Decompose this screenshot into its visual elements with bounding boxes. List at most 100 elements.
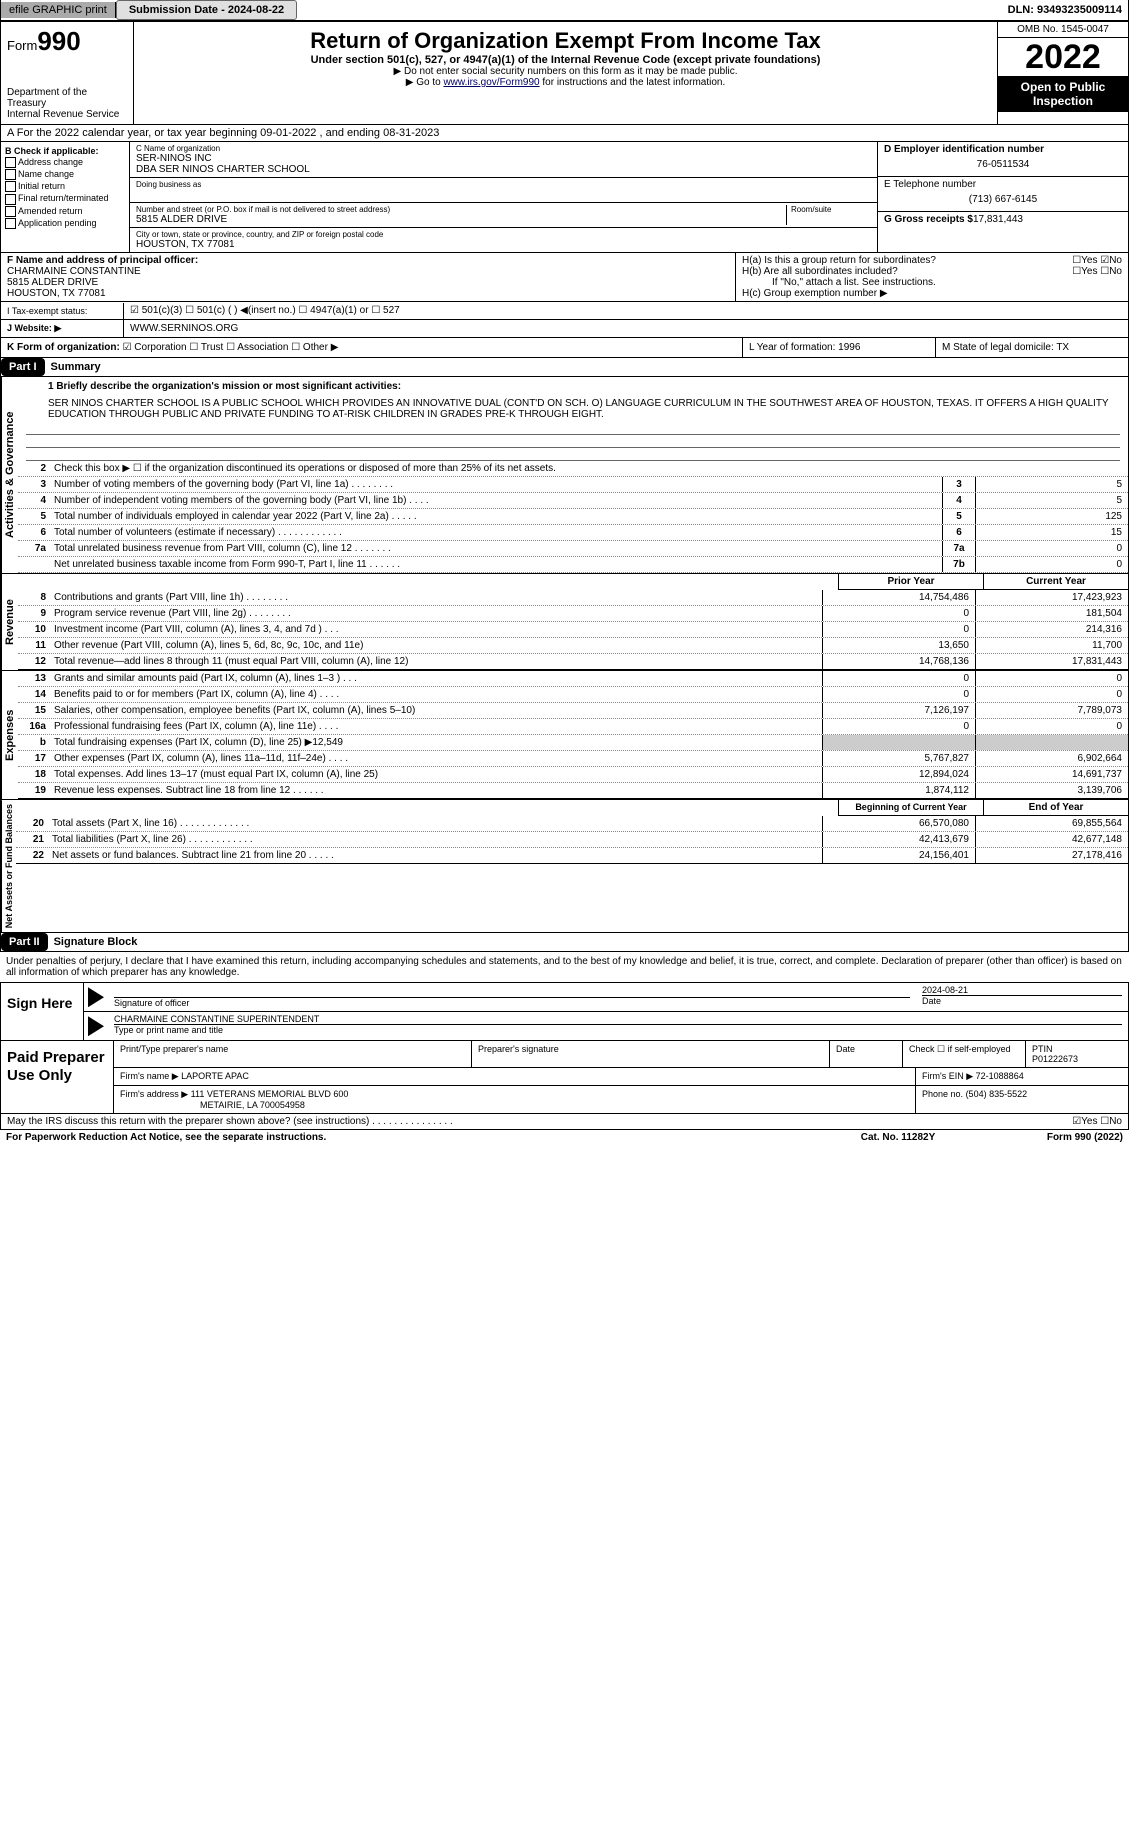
table-row: 12Total revenue—add lines 8 through 11 (… [18, 654, 1128, 670]
arrow-icon [88, 987, 104, 1007]
table-row: 6Total number of volunteers (estimate if… [18, 525, 1128, 541]
discuss-row: May the IRS discuss this return with the… [0, 1114, 1129, 1130]
table-row: 4Number of independent voting members of… [18, 493, 1128, 509]
arrow-icon [88, 1016, 104, 1036]
expenses-section: Expenses 13Grants and similar amounts pa… [0, 671, 1129, 800]
table-row: 8Contributions and grants (Part VIII, li… [18, 590, 1128, 606]
officer-addr2: HOUSTON, TX 77081 [7, 288, 729, 299]
table-row: 13Grants and similar amounts paid (Part … [18, 671, 1128, 687]
website-row: J Website: ▶ WWW.SERNINOS.ORG [0, 320, 1129, 338]
table-row: 20Total assets (Part X, line 16) . . . .… [16, 816, 1128, 832]
footer: For Paperwork Reduction Act Notice, see … [0, 1130, 1129, 1145]
form-subtitle: Under section 501(c), 527, or 4947(a)(1)… [140, 54, 991, 66]
table-row: bTotal fundraising expenses (Part IX, co… [18, 735, 1128, 751]
table-row: 14Benefits paid to or for members (Part … [18, 687, 1128, 703]
form-title: Return of Organization Exempt From Incom… [140, 28, 991, 54]
mission-text: SER NINOS CHARTER SCHOOL IS A PUBLIC SCH… [18, 394, 1128, 422]
line2: Check this box ▶ ☐ if the organization d… [50, 461, 1128, 476]
section-b: B Check if applicable: Address change Na… [0, 142, 1129, 253]
prep-date-hdr: Date [830, 1041, 903, 1067]
top-bar: efile GRAPHIC print Submission Date - 20… [0, 0, 1129, 21]
table-row: 22Net assets or fund balances. Subtract … [16, 848, 1128, 864]
chk-pending[interactable]: Application pending [5, 218, 125, 229]
h-a-answer: ☐Yes ☑No [1072, 255, 1122, 266]
revenue-section: Revenue Prior YearCurrent Year 8Contribu… [0, 574, 1129, 671]
chk-name[interactable]: Name change [5, 169, 125, 180]
row-f-h: F Name and address of principal officer:… [0, 253, 1129, 302]
table-row: 21Total liabilities (Part X, line 26) . … [16, 832, 1128, 848]
address-cell: Number and street (or P.O. box if mail i… [130, 203, 877, 228]
period-row: A For the 2022 calendar year, or tax yea… [0, 125, 1129, 142]
note-link: ▶ Go to www.irs.gov/Form990 for instruct… [140, 77, 991, 88]
form-header: Form990 Department of the Treasury Inter… [0, 21, 1129, 125]
prep-ptin: PTINP01222673 [1026, 1041, 1128, 1067]
tel-cell: E Telephone number(713) 667-6145 [878, 177, 1128, 212]
prep-sig-hdr: Preparer's signature [472, 1041, 830, 1067]
chk-amended[interactable]: Amended return [5, 206, 125, 217]
table-row: 11Other revenue (Part VIII, column (A), … [18, 638, 1128, 654]
h-a-label: H(a) Is this a group return for subordin… [742, 255, 1072, 266]
activities-governance: Activities & Governance 1 Briefly descri… [0, 377, 1129, 574]
table-row: 15Salaries, other compensation, employee… [18, 703, 1128, 719]
h-c-label: H(c) Group exemption number ▶ [742, 288, 1122, 299]
part2-header: Part II Signature Block [0, 933, 1129, 952]
officer-label: F Name and address of principal officer: [7, 255, 729, 266]
table-row: 16aProfessional fundraising fees (Part I… [18, 719, 1128, 735]
irs-label: Internal Revenue Service [7, 109, 127, 120]
table-row: 9Program service revenue (Part VIII, lin… [18, 606, 1128, 622]
sign-block: Sign Here Signature of officer 2024-08-2… [0, 982, 1129, 1041]
table-row: 7aTotal unrelated business revenue from … [18, 541, 1128, 557]
line1-label: 1 Briefly describe the organization's mi… [18, 377, 1128, 394]
efile-label: efile GRAPHIC print [1, 2, 116, 18]
tax-status-row: I Tax-exempt status: ☑ 501(c)(3) ☐ 501(c… [0, 302, 1129, 320]
ein-cell: D Employer identification number76-05115… [878, 142, 1128, 177]
tax-year: 2022 [998, 38, 1128, 76]
table-row: Net unrelated business taxable income fr… [18, 557, 1128, 573]
table-row: 10Investment income (Part VIII, column (… [18, 622, 1128, 638]
tax-status-opts: ☑ 501(c)(3) ☐ 501(c) ( ) ◀(insert no.) ☐… [124, 302, 406, 319]
officer-name: CHARMAINE CONSTANTINE [7, 266, 729, 277]
paid-preparer-block: Paid Preparer Use Only Print/Type prepar… [0, 1041, 1129, 1114]
dept-label: Department of the Treasury [7, 87, 127, 109]
prep-name-hdr: Print/Type preparer's name [114, 1041, 472, 1067]
year-formation: L Year of formation: 1996 [742, 338, 935, 357]
open-public-badge: Open to Public Inspection [998, 76, 1128, 112]
part1-header: Part I Summary [0, 358, 1129, 377]
state-domicile: M State of legal domicile: TX [935, 338, 1128, 357]
table-row: 3Number of voting members of the governi… [18, 477, 1128, 493]
table-row: 18Total expenses. Add lines 13–17 (must … [18, 767, 1128, 783]
sig-date: 2024-08-21Date [916, 983, 1128, 1011]
check-b-label: B Check if applicable: [5, 146, 125, 156]
org-name-cell: C Name of organization SER-NINOS INC DBA… [130, 142, 877, 178]
firm-phone: Phone no. (504) 835-5522 [916, 1086, 1128, 1113]
form-number: Form990 [7, 26, 127, 57]
chk-address[interactable]: Address change [5, 157, 125, 168]
table-row: 5Total number of individuals employed in… [18, 509, 1128, 525]
firm-name: Firm's name ▶ LAPORTE APAC [114, 1068, 916, 1085]
k-row: K Form of organization: ☑ Corporation ☐ … [0, 338, 1129, 358]
table-row: 17Other expenses (Part IX, column (A), l… [18, 751, 1128, 767]
h-b-answer: ☐Yes ☐No [1072, 266, 1122, 277]
h-b-note: If "No," attach a list. See instructions… [742, 277, 1122, 288]
firm-addr: Firm's address ▶ 111 VETERANS MEMORIAL B… [114, 1086, 916, 1113]
h-b-label: H(b) Are all subordinates included? [742, 266, 1072, 277]
submission-date-button[interactable]: Submission Date - 2024-08-22 [116, 0, 297, 20]
omb-number: OMB No. 1545-0047 [998, 22, 1128, 38]
discuss-answer: ☑Yes ☐No [1072, 1116, 1122, 1127]
table-row: 19Revenue less expenses. Subtract line 1… [18, 783, 1128, 799]
sig-name: CHARMAINE CONSTANTINE SUPERINTENDENTType… [108, 1012, 1128, 1040]
chk-initial[interactable]: Initial return [5, 181, 125, 192]
irs-link[interactable]: www.irs.gov/Form990 [443, 77, 539, 88]
firm-ein: Firm's EIN ▶ 72-1088864 [916, 1068, 1128, 1085]
penalty-text: Under penalties of perjury, I declare th… [0, 952, 1129, 982]
sig-officer: Signature of officer [108, 983, 916, 1011]
chk-final[interactable]: Final return/terminated [5, 193, 125, 204]
officer-addr1: 5815 ALDER DRIVE [7, 277, 729, 288]
dln-label: DLN: 93493235009114 [1008, 4, 1128, 16]
city-cell: City or town, state or province, country… [130, 228, 877, 252]
note-ssn: ▶ Do not enter social security numbers o… [140, 66, 991, 77]
gross-cell: G Gross receipts $17,831,443 [878, 212, 1128, 227]
website-value: WWW.SERNINOS.ORG [124, 320, 244, 337]
dba-cell: Doing business as [130, 178, 877, 203]
prep-self-hdr: Check ☐ if self-employed [903, 1041, 1026, 1067]
